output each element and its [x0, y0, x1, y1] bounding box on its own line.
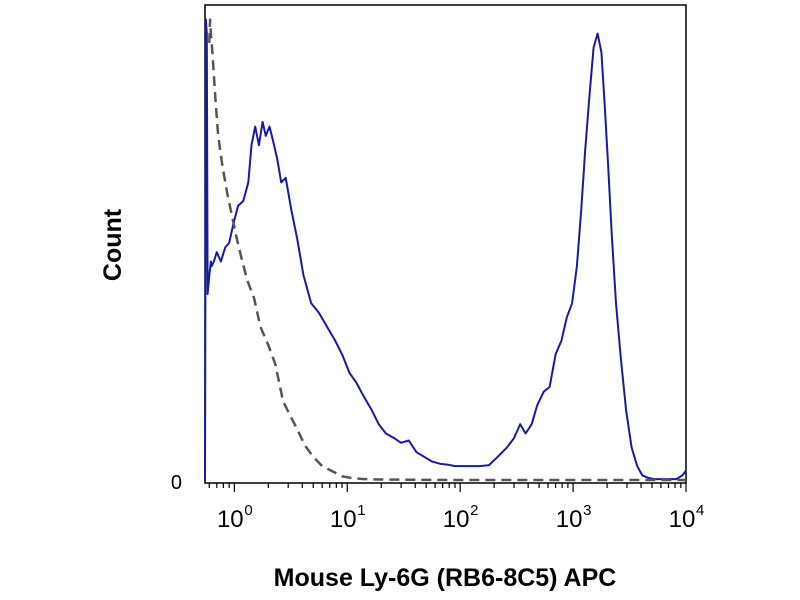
- x-tick-label: 10: [330, 506, 357, 533]
- y-axis-title: Count: [99, 208, 127, 281]
- x-tick-exponent: 3: [583, 502, 591, 519]
- tick-layer: 10 0 10 1 10 2 10 3 10 4: [208, 483, 704, 533]
- x-tick-label: 10: [556, 506, 583, 533]
- x-tick-exponent: 4: [696, 502, 704, 519]
- x-axis-title: Mouse Ly-6G (RB6-8C5) APC: [274, 564, 617, 592]
- x-tick-exponent: 2: [470, 502, 478, 519]
- control-histogram-line-1: [208, 18, 686, 482]
- series-layer: [204, 18, 687, 482]
- x-tick-label: 10: [217, 506, 244, 533]
- y-tick-label-0: 0: [171, 472, 182, 494]
- stained-histogram-line-0: [204, 18, 687, 481]
- x-tick-exponent: 0: [244, 502, 252, 519]
- plot-frame: [204, 4, 687, 484]
- x-tick-label: 10: [443, 506, 470, 533]
- x-tick-label: 10: [669, 506, 696, 533]
- x-tick-exponent: 1: [357, 502, 365, 519]
